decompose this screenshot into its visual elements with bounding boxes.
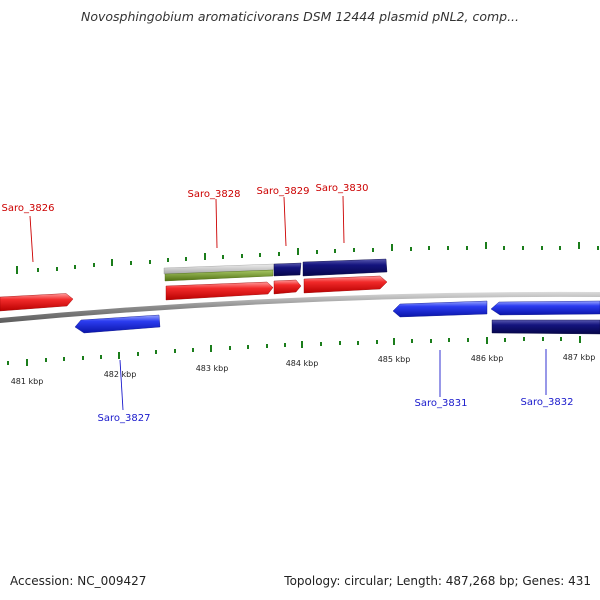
gene-leader-lines <box>29 195 547 411</box>
scale-label: 484 kbp <box>286 359 319 368</box>
reverse-strand-track <box>74 300 600 335</box>
gene-labels: Saro_3826 Saro_3827 Saro_3828 Saro_3829 … <box>2 183 574 424</box>
gene-saro-3829-arrow[interactable] <box>273 279 302 295</box>
leader-line-saro-3829 <box>283 196 287 247</box>
scale-label: 481 kbp <box>11 377 44 386</box>
scale-label: 485 kbp <box>378 355 411 364</box>
scale-label: 486 kbp <box>471 354 504 363</box>
gene-saro-3826-arrow[interactable] <box>0 293 74 312</box>
gene-label-saro-3832[interactable]: Saro_3832 <box>521 397 574 408</box>
outer-tick-ring <box>16 242 599 274</box>
gene-saro-3832-arrow[interactable] <box>490 300 600 316</box>
scale-labels: 481 kbp 482 kbp 483 kbp 484 kbp 485 kbp … <box>11 353 596 386</box>
gene-label-saro-3826[interactable]: Saro_3826 <box>2 203 55 214</box>
gene-label-saro-3829[interactable]: Saro_3829 <box>257 186 310 197</box>
gene-saro-3832-dark-feature[interactable] <box>491 319 600 335</box>
gene-saro-3828-arrow[interactable] <box>165 281 274 301</box>
gene-saro-3827-arrow[interactable] <box>74 314 161 334</box>
inner-tick-ring <box>7 336 581 366</box>
gene-label-saro-3831[interactable]: Saro_3831 <box>415 398 468 409</box>
gene-saro-3829-dark-feature[interactable] <box>273 262 302 277</box>
leader-line-saro-3826 <box>29 215 34 263</box>
gene-label-saro-3828[interactable]: Saro_3828 <box>188 189 241 200</box>
forward-strand-track <box>0 258 388 312</box>
gene-saro-3828-green-feature[interactable] <box>164 269 274 282</box>
gene-label-saro-3827[interactable]: Saro_3827 <box>98 413 151 424</box>
leader-line-saro-3827 <box>119 359 124 411</box>
leader-line-saro-3830 <box>342 195 345 244</box>
accession-text: Accession: NC_009427 <box>10 574 147 588</box>
scale-label: 483 kbp <box>196 364 229 373</box>
dna-backbone <box>0 291 600 323</box>
gene-saro-3830-dark-feature[interactable] <box>302 258 388 277</box>
map-title: Novosphingobium aromaticivorans DSM 1244… <box>80 9 520 24</box>
topology-stats-text: Topology: circular; Length: 487,268 bp; … <box>284 574 591 588</box>
gene-saro-3831-arrow[interactable] <box>392 300 488 318</box>
scale-label: 482 kbp <box>104 370 137 379</box>
gene-saro-3830-arrow[interactable] <box>303 275 388 294</box>
scale-label: 487 kbp <box>563 353 596 362</box>
leader-line-saro-3828 <box>215 198 218 249</box>
gene-label-saro-3830[interactable]: Saro_3830 <box>316 183 369 194</box>
